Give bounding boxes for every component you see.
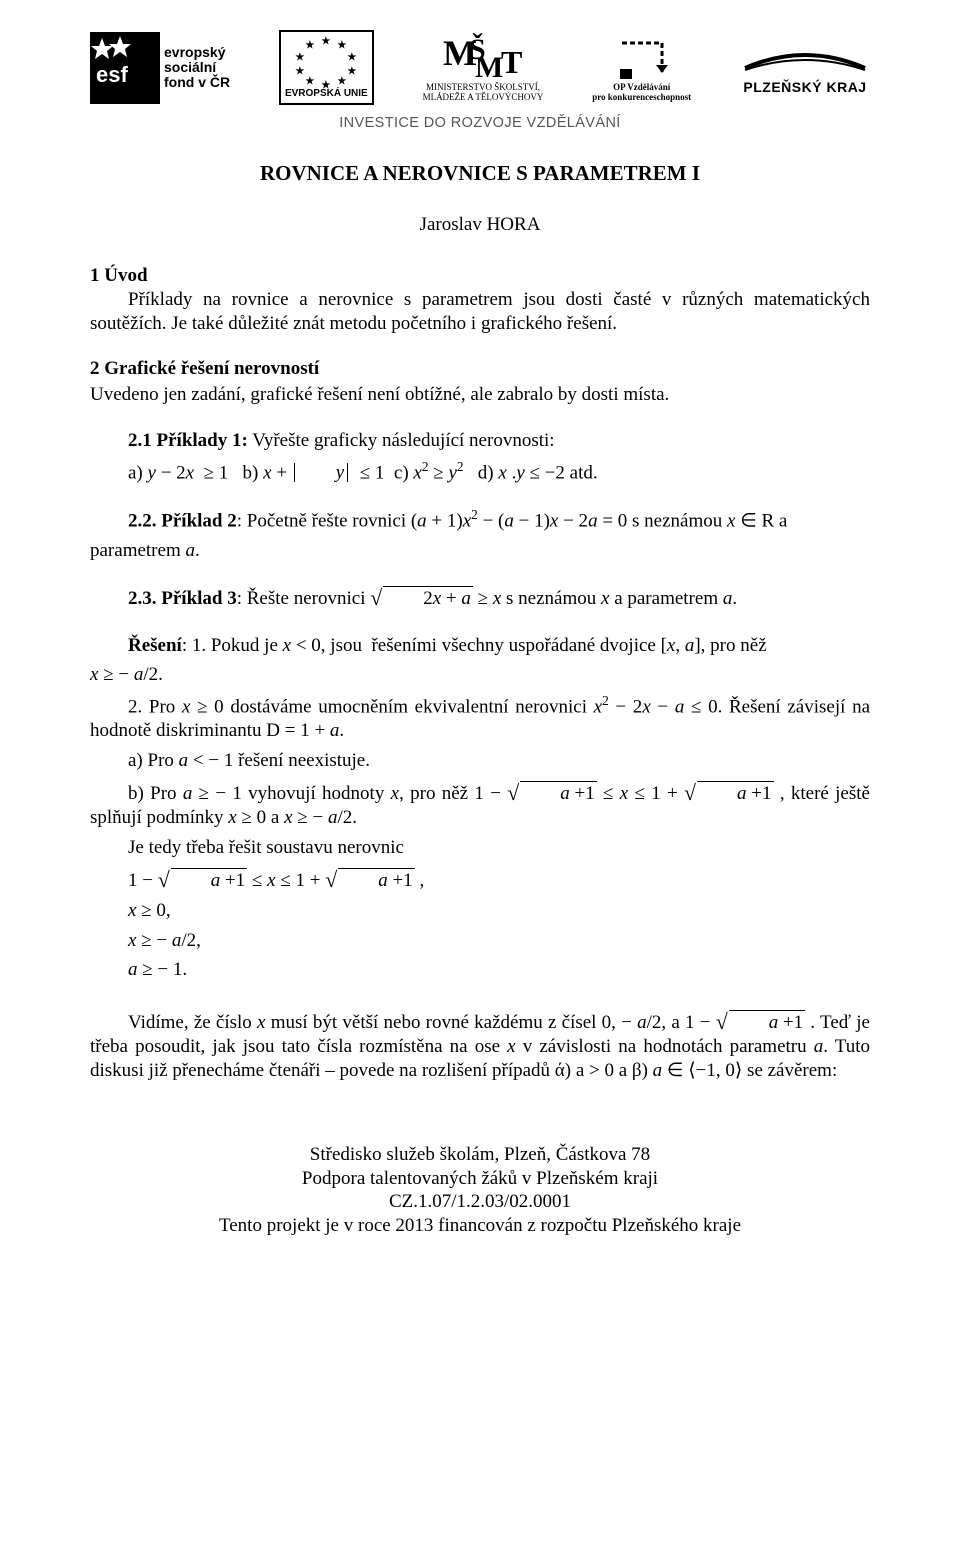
solution-p5: Je tedy třeba řešit soustavu nerovnic [90, 836, 870, 860]
svg-text:esf: esf [96, 62, 128, 87]
section-1: 1 Úvod Příklady na rovnice a nerovnice s… [90, 264, 870, 335]
eu-logo: ★ ★ ★ ★ ★ ★ ★ ★ ★ ★ EVROPSKÁ UNIE [279, 30, 374, 105]
sec1-para: 1 Úvod Příklady na rovnice a nerovnice s… [90, 264, 870, 335]
sec1-body: Příklady na rovnice a nerovnice s parame… [90, 288, 870, 336]
solution-p1b: x ≥ − a/2. [90, 663, 870, 687]
sys-2: x ≥ 0, [90, 899, 870, 923]
footer: Středisko služeb školám, Plzeň, Částkova… [90, 1143, 870, 1238]
section-2: 2 Grafické řešení nerovností Uvedeno jen… [90, 357, 870, 407]
solution-p3: a) Pro a < − 1 řešení neexistuje. [90, 749, 870, 773]
conclusion: Vidíme, že číslo x musí být větší nebo r… [90, 1008, 870, 1083]
sec2-head: 2 Grafické řešení nerovností [90, 357, 870, 381]
eu-flag-icon: ★ ★ ★ ★ ★ ★ ★ ★ ★ ★ [291, 36, 361, 86]
example-2: 2.2. Příklad 2: Početně řešte rovnici (a… [90, 507, 870, 533]
esf-line1: evropský [164, 45, 230, 60]
sol-head: Řešení [128, 635, 182, 656]
example-2b: parametrem a. [90, 539, 870, 563]
solution-p2: 2. Pro x ≥ 0 dostáváme umocněním ekvival… [90, 693, 870, 743]
esf-line2: sociální [164, 60, 230, 75]
footer-l4: Tento projekt je v roce 2013 financován … [90, 1214, 870, 1238]
region-label: PLZEŇSKÝ KRAJ [743, 80, 866, 95]
ex3-head: 2.3. Příklad 3 [128, 588, 237, 609]
svg-text:T: T [501, 44, 522, 80]
invest-line: INVESTICE DO ROZVOJE VZDĚLÁVÁNÍ [90, 115, 870, 131]
footer-l2: Podpora talentovaných žáků v Plzeňském k… [90, 1167, 870, 1191]
op-logo: OP Vzdělávání pro konkurenceschopnost [592, 33, 691, 103]
example-1: 2.1 Příklady 1: Vyřešte graficky následu… [90, 429, 870, 485]
msmt-line2: MLÁDEŽE A TĚLOVÝCHOVY [423, 93, 544, 103]
ex1-line: 2.1 Příklady 1: Vyřešte graficky následu… [90, 429, 870, 453]
solution-p4: b) Pro a ≥ − 1 vyhovují hodnoty x, pro n… [90, 779, 870, 830]
esf-logo: esf evropský sociální fond v ČR [90, 32, 230, 104]
msmt-icon: M Š M T [443, 33, 523, 83]
footer-l3: CZ.1.07/1.2.03/02.0001 [90, 1190, 870, 1214]
svg-text:M: M [475, 51, 503, 83]
op-icon [612, 33, 672, 83]
sys-1: 1 − √a +1 ≤ x ≤ 1 + √a +1 , [90, 866, 870, 893]
ex2-head: 2.2. Příklad 2 [128, 510, 237, 531]
esf-line3: fond v ČR [164, 75, 230, 90]
author: Jaroslav HORA [90, 214, 870, 236]
op-line2: pro konkurenceschopnost [592, 93, 691, 103]
sec2-p1: Uvedeno jen zadání, grafické řešení není… [90, 383, 870, 407]
solution-p1: Řešení: 1. Pokud je x < 0, jsou řešeními… [90, 634, 870, 658]
msmt-logo: M Š M T MINISTERSTVO ŠKOLSTVÍ, MLÁDEŽE A… [423, 33, 544, 103]
region-logo: PLZEŇSKÝ KRAJ [740, 40, 870, 95]
page: esf evropský sociální fond v ČR ★ ★ ★ ★ … [0, 0, 960, 1278]
esf-icon: esf [90, 32, 160, 104]
esf-text: evropský sociální fond v ČR [164, 45, 230, 89]
page-title: ROVNICE A NEROVNICE S PARAMETREM I [90, 161, 870, 186]
logo-row: esf evropský sociální fond v ČR ★ ★ ★ ★ … [90, 30, 870, 105]
footer-l1: Středisko služeb školám, Plzeň, Částkova… [90, 1143, 870, 1167]
ex1-items: a) y − 2x ≥ 1 b) x + y ≤ 1 c) x2 ≥ y2 d)… [90, 459, 870, 485]
sec1-head: 1 Úvod [90, 265, 148, 286]
ex1-tail: Vyřešte graficky následující nerovnosti: [248, 430, 555, 451]
example-3: 2.3. Příklad 3: Řešte nerovnici √2x + a … [90, 584, 870, 611]
ex1-head: 2.1 Příklady 1: [128, 430, 248, 451]
region-icon [740, 40, 870, 80]
sys-3: x ≥ − a/2, [90, 929, 870, 953]
sys-4: a ≥ − 1. [90, 958, 870, 982]
